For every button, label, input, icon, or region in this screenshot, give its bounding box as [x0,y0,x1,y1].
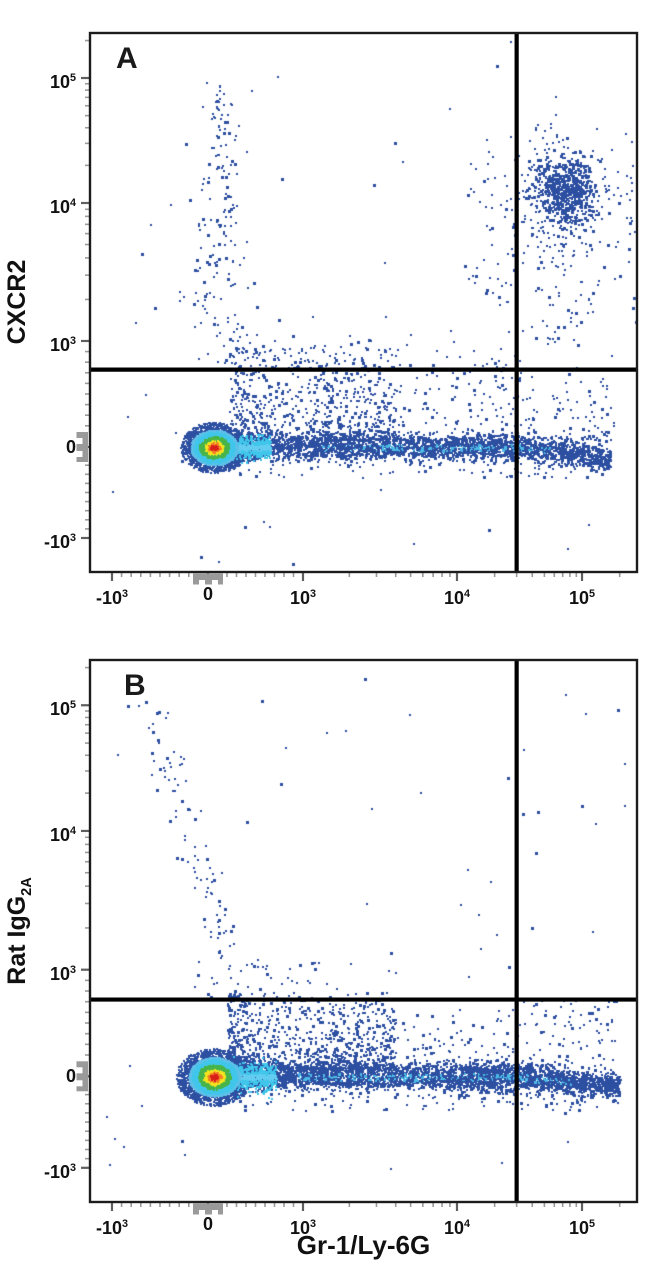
panel-b-label: B [124,669,146,702]
x-tick-label: 105 [568,1218,596,1238]
y-tick-label: 0 [65,1066,76,1087]
panel-a-label: A [116,42,138,75]
x-tick-label: 0 [202,584,213,604]
y-tick-label: 103 [49,334,76,355]
y-axis-title-text: Rat IgG [3,895,31,985]
y-tick-label: -103 [43,531,76,552]
x-tick-label: 103 [289,1218,317,1238]
y-tick-label: 0 [65,437,76,457]
x-tick-label: -103 [95,588,128,608]
panel-a-y-axis-title: CXCR2 [3,192,33,412]
y-tick-label: 105 [49,699,76,720]
x-tick-label: 105 [568,588,596,608]
y-tick-label: 105 [49,72,76,92]
y-tick-label: 104 [49,197,76,217]
x-tick-label: 104 [443,588,470,608]
x-tick-label: -103 [95,1218,128,1238]
x-tick-label: 103 [289,588,317,608]
y-tick-label: -103 [43,1161,76,1182]
y-axis-title-subscript: 2A [19,877,35,896]
x-axis-title: Gr-1/Ly-6G [296,1230,431,1260]
y-tick-label: 104 [49,824,76,845]
panel-b-y-axis-title: Rat IgG2A [3,821,35,1041]
panel-b-dots [90,660,637,1202]
panel-a-dots [90,33,637,572]
y-tick-label: 103 [49,963,76,984]
y-axis-title-text: CXCR2 [3,259,31,345]
x-tick-label: 104 [443,1218,470,1238]
x-tick-label: 0 [202,1214,213,1234]
